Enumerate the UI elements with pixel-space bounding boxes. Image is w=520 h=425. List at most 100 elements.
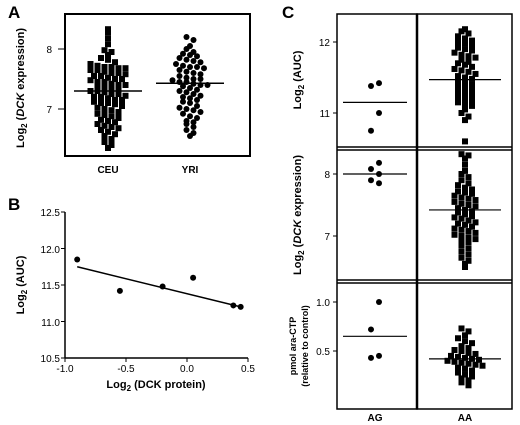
panel-b-ytick-10-5: 10.5 [41,354,61,365]
panel-a-point-yri [194,103,200,109]
panel-c-point-aa [455,220,461,227]
panel-c-point-aa [476,356,482,363]
panel-a-point-ceu [87,77,94,84]
panel-c-point-aa [451,192,458,199]
panel-a-point-yri [197,109,204,115]
panel-b-ytick-11-5: 11.5 [41,281,60,292]
panel-a-ytick-7: 7 [46,105,52,116]
panel-c-point-aa [465,53,472,60]
panel-c-point-aa [472,197,479,204]
panel-b-xtick-m0-5: -0.5 [117,364,135,375]
panel-c-point-aa [472,54,479,61]
panel-a-point-ceu [108,85,115,91]
panel-a-point-yri [197,59,204,66]
panel-c-point-aa [465,245,472,252]
panel-a-point-yri [201,65,207,72]
panel-a-point-yri [190,119,197,126]
panel-b-xtick-m1-0: -1.0 [56,364,74,375]
panel-a-point-ceu [87,67,94,73]
panel-c-point-ag [368,127,374,134]
panel-c-point-ag [368,83,374,90]
panel-c-point-aa [458,151,465,158]
panel-b-ylabel: Log2 (AUC) [15,255,29,314]
panel-a-point-yri [194,86,200,93]
panel-a-point-ceu [108,91,115,97]
panel-a-point-ceu [112,119,118,126]
panel-c-point-ag [368,354,374,361]
panel-a-point-yri [183,106,190,112]
panel-a-point-yri [197,71,204,78]
panel-a-point-ceu [105,74,111,81]
panel-a-point-ceu [108,70,115,76]
panel-c-point-aa [458,51,465,58]
panel-a-point-ceu [115,115,122,121]
panel-c-point-aa [455,369,461,376]
panel-a-point-ceu [112,101,118,108]
panel-c-point-aa [469,87,475,94]
panel-a-point-ceu [94,110,101,117]
panel-c-r2-ylabel: Log2 (DCK expression) [292,155,306,275]
panel-c-point-aa [455,78,461,85]
panel-a-point-ceu [122,65,129,72]
panel-a-point-yri [176,88,183,94]
panel-c-point-aa [455,205,461,212]
panel-c-point-aa [458,177,465,184]
panel-c-point-aa [458,375,465,382]
panel-a-point-yri [187,52,193,58]
panel-a-point-ceu [101,112,108,118]
panel-a-point-ceu [115,91,122,97]
panel-a-point-ceu [115,86,122,93]
panel-c-point-aa [448,352,454,359]
panel-c-point-aa [469,92,475,99]
panel-c-point-aa [469,367,475,374]
panel-a-point-ceu [112,97,118,103]
panel-c-point-aa [465,68,472,75]
panel-c-r1-ytick-11: 11 [320,109,331,120]
panel-c-point-aa [455,335,461,342]
panel-a-point-yri [194,115,200,121]
panel-c-point-aa [455,33,461,40]
panel-c-point-ag [376,159,382,166]
panel-c-point-aa [465,30,472,37]
panel-c-point-aa [455,182,461,189]
panel-a-point-ceu [108,107,115,114]
panel-c-point-aa [455,209,461,216]
panel-a-point-ceu [101,139,108,145]
panel-c-point-aa [444,357,451,364]
panel-a-point-ceu [105,145,111,151]
panel-b-xtick-0-0: 0.0 [180,364,194,375]
panel-a-point-ceu [105,41,111,48]
panel-c-point-aa [458,237,465,244]
panel-c-point-aa [469,63,475,70]
panel-c-point-aa [462,90,468,97]
panel-c-point-aa [458,200,465,207]
panel-a-point-yri [187,64,193,70]
panel-c-point-aa [462,95,468,102]
panel-a-point-yri [190,107,197,114]
panel-a-point-ceu [91,98,97,105]
panel-b-point [116,287,123,294]
panel-a-point-ceu [101,89,108,96]
panel-a-point-ceu [105,35,111,42]
panel-b-ytick-12-0: 12.0 [41,245,61,256]
panel-a-point-ceu [112,59,118,66]
panel-a-point-ceu [119,76,125,82]
panel-b-point [230,302,237,309]
panel-a-point-yri [180,83,186,90]
panel-c-r2-ytick-7: 7 [324,232,330,243]
panel-c-point-aa [458,379,465,386]
panel-a-point-ceu [108,113,115,120]
panel-c-point-aa [469,81,475,88]
panel-c-point-aa [458,215,465,222]
panel-a-point-yri [187,133,193,139]
panel-a-point-ceu [105,128,111,135]
panel-b-point [190,274,197,281]
panel-a-point-ceu [108,124,115,130]
panel-c-point-aa [472,236,479,243]
panel-c-point-aa [462,184,468,191]
panel-c-r1-ytick-12: 12 [319,38,331,49]
panel-a-frame [64,13,251,157]
panel-c: 11 12 7 8 0.5 1.0 AG AA Log2 (AUC) Log2 … [288,13,513,424]
panel-c-point-aa [458,28,465,35]
